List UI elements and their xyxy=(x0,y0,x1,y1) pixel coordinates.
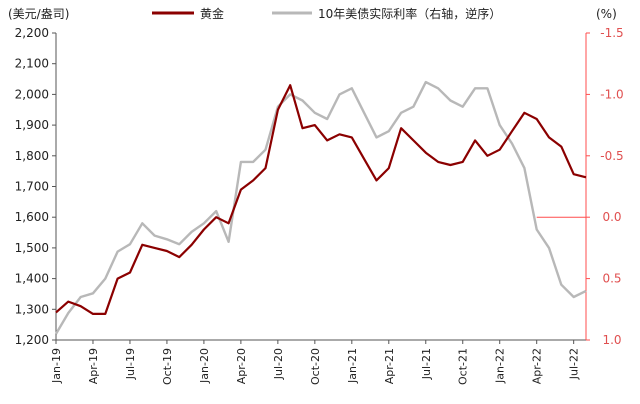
x-tick-label: Oct-20 xyxy=(309,348,322,385)
left-tick-label: 1,500 xyxy=(15,241,49,255)
real-rate-line xyxy=(54,80,587,335)
left-tick-label: 1,400 xyxy=(15,272,49,286)
x-tick-label: Apr-21 xyxy=(383,348,396,384)
left-tick-label: 1,600 xyxy=(15,210,49,224)
left-tick-label: 2,100 xyxy=(15,57,49,71)
right-unit-label: (%) xyxy=(596,7,617,21)
right-tick-label: 1.0 xyxy=(602,333,621,347)
legend-real-rate-label: 10年美债实际利率（右轴，逆序） xyxy=(318,6,501,21)
left-tick-label: 1,300 xyxy=(15,302,49,316)
x-tick-label: Oct-21 xyxy=(457,348,470,385)
left-tick-label: 1,900 xyxy=(15,118,49,132)
x-tick-label: Jan-19 xyxy=(50,348,63,384)
left-unit-label: (美元/盎司) xyxy=(8,7,69,21)
right-tick-label: -1.5 xyxy=(600,26,623,40)
x-tick-label: Jul-21 xyxy=(420,348,433,380)
right-tick-label: 0.0 xyxy=(602,210,621,224)
x-tick-label: Jul-20 xyxy=(272,348,285,380)
x-tick-label: Jan-21 xyxy=(346,348,359,384)
gold-price-line xyxy=(55,84,587,315)
right-tick-label: -0.5 xyxy=(600,149,623,163)
left-tick-label: 2,200 xyxy=(15,26,49,40)
x-tick-label: Apr-22 xyxy=(531,348,544,384)
x-tick-label: Apr-19 xyxy=(87,348,100,384)
right-tick-label: -1.0 xyxy=(600,87,623,101)
x-tick-label: Jul-22 xyxy=(568,348,581,380)
x-tick-label: Jan-22 xyxy=(494,348,507,384)
x-tick-label: Jan-20 xyxy=(198,348,211,384)
x-tick-label: Jul-19 xyxy=(124,348,137,380)
x-tick-label: Oct-19 xyxy=(161,348,174,385)
left-tick-label: 2,000 xyxy=(15,87,49,101)
left-tick-label: 1,800 xyxy=(15,149,49,163)
left-tick-label: 1,200 xyxy=(15,333,49,347)
left-tick-label: 1,700 xyxy=(15,180,49,194)
x-tick-label: Apr-20 xyxy=(235,348,248,384)
legend-gold-label: 黄金 xyxy=(200,6,224,21)
right-tick-label: 0.5 xyxy=(602,272,621,286)
